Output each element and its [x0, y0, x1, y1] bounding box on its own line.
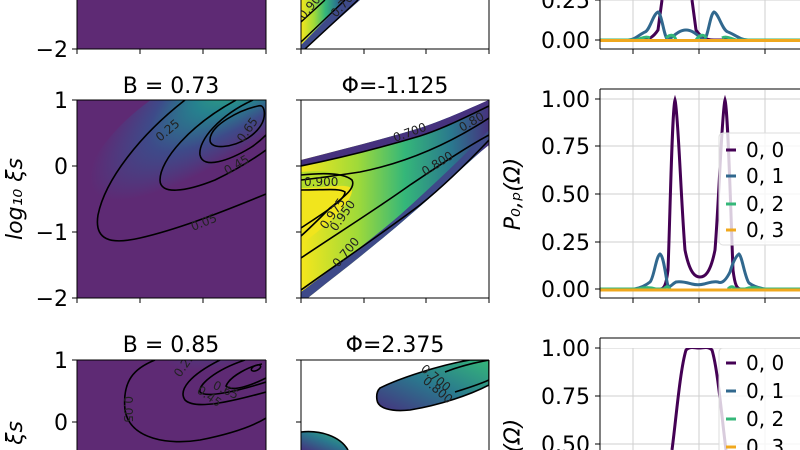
- panel-row2-heatmap: B = 0.85 0.05 0.25 0.65 0.45 1 0 log₁₀ ξ…: [3, 333, 267, 450]
- ytick-label: 0.75: [541, 385, 590, 410]
- ytick-label: −2: [36, 287, 68, 312]
- panel-title: Φ=-1.125: [342, 74, 449, 99]
- panel-row2-phase: Φ=2.375 0.700 0.800: [296, 333, 490, 450]
- legend-label: 0, 0: [746, 138, 784, 162]
- panel-row1-heatmap: B = 0.73 0.25 0.65 0.45 0.05 1 0 −1 −2 l…: [3, 74, 267, 312]
- legend-label: 0, 2: [746, 192, 784, 216]
- ytick-label: 0: [54, 155, 68, 180]
- legend: 0, 0 0, 1 0, 2 0, 3: [718, 132, 800, 246]
- panel-row0-heatmap: −2: [36, 0, 267, 63]
- ytick-label: 0.50: [541, 183, 590, 208]
- ytick-label: 0.00: [541, 29, 590, 54]
- panel-row0-lineplot: 0.25 0.00: [541, 0, 800, 54]
- panel-title: B = 0.73: [123, 74, 220, 99]
- contour-label: 0.900: [304, 175, 338, 189]
- y-axis-label: P₀,ₚ(Ω): [501, 419, 526, 450]
- panel-row1-lineplot: 0, 0 0, 1 0, 2 0, 3 1.00 0.75 0.50 0.25 …: [501, 88, 800, 303]
- ytick-label: 1: [54, 349, 68, 374]
- ytick-label: 0.75: [541, 135, 590, 160]
- ytick-label: 0.25: [541, 231, 590, 256]
- legend-label: 0, 2: [746, 407, 784, 431]
- panel-title: B = 0.85: [123, 333, 220, 358]
- legend-label: 0, 1: [746, 379, 784, 403]
- ytick-label: 0: [54, 411, 68, 436]
- ytick-label: 0.00: [541, 278, 590, 303]
- ytick-label: 0.25: [541, 0, 590, 14]
- panel-row1-phase: Φ=-1.125 0.700 0.80 0.800 0.900 0.975 0.…: [296, 74, 490, 303]
- legend-label: 0, 3: [746, 218, 784, 242]
- ytick-label: 1.00: [541, 337, 590, 362]
- y-axis-label: log₁₀ ξs: [3, 421, 28, 450]
- legend-label: 0, 1: [746, 164, 784, 188]
- y-axis-label: log₁₀ ξs: [3, 158, 28, 240]
- panel-row0-phase: 0.900 0.700: [296, 0, 490, 54]
- panel-title: Φ=2.375: [346, 333, 445, 358]
- panel-row2-lineplot: 0, 0 0, 1 0, 2 0, 3 1.00 0.75 0.50 P₀,ₚ(…: [501, 337, 800, 450]
- ytick-label: −2: [36, 38, 68, 63]
- ytick-label: 1.00: [541, 88, 590, 113]
- ytick-label: −1: [36, 221, 68, 246]
- ytick-label: 0.50: [541, 433, 590, 450]
- y-axis-label: P₀,ₚ(Ω): [501, 158, 526, 230]
- legend-label: 0, 0: [746, 351, 784, 375]
- ytick-label: 1: [54, 89, 68, 114]
- legend-label: 0, 3: [746, 435, 784, 450]
- contour-label: 0.05: [121, 396, 135, 423]
- legend: 0, 0 0, 1 0, 2 0, 3: [718, 348, 800, 450]
